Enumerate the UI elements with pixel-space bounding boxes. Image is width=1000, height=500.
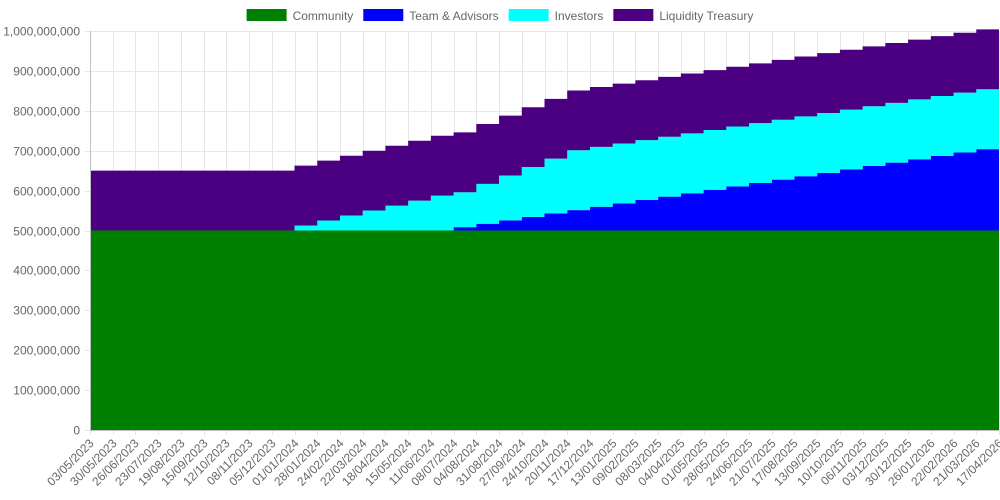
legend-label: Investors bbox=[555, 9, 604, 23]
legend-swatch bbox=[613, 9, 654, 21]
legend-item-liquidity-treasury[interactable]: Liquidity Treasury bbox=[613, 9, 753, 23]
y-tick-label: 300,000,000 bbox=[13, 304, 80, 318]
series-area-community bbox=[90, 230, 999, 430]
legend-label: Liquidity Treasury bbox=[659, 9, 753, 23]
legend-swatch bbox=[508, 9, 549, 21]
y-tick-label: 600,000,000 bbox=[13, 185, 80, 199]
y-tick-label: 700,000,000 bbox=[13, 145, 80, 159]
y-tick-label: 400,000,000 bbox=[13, 264, 80, 278]
series-area-team-advisors bbox=[90, 145, 999, 231]
y-tick-label: 800,000,000 bbox=[13, 105, 80, 119]
legend-swatch bbox=[363, 9, 404, 21]
legend-item-community[interactable]: Community bbox=[246, 9, 354, 23]
y-tick-label: 500,000,000 bbox=[13, 225, 80, 239]
legend-label: Community bbox=[293, 9, 354, 23]
series-area-liquidity-treasury bbox=[90, 26, 999, 231]
legend-item-team-advisors[interactable]: Team & Advisors bbox=[363, 9, 499, 23]
y-tick-label: 1,000,000,000 bbox=[3, 25, 80, 39]
legend-swatch bbox=[246, 9, 287, 21]
stacked-areas bbox=[90, 26, 999, 430]
legend: Community Team & Advisors Investors Liquidi… bbox=[246, 9, 753, 23]
y-tick-label: 900,000,000 bbox=[13, 65, 80, 79]
y-tick-label: 100,000,000 bbox=[13, 384, 80, 398]
y-axis: 0 100,000,000 200,000,000 300,000,000 400,00… bbox=[3, 25, 91, 438]
legend-label: Team & Advisors bbox=[409, 9, 498, 23]
y-tick-label: 200,000,000 bbox=[13, 344, 80, 358]
y-tick-label: 0 bbox=[73, 424, 80, 438]
legend-item-investors[interactable]: Investors bbox=[508, 9, 604, 23]
x-axis: 03/05/202330/05/202326/06/202323/07/2023… bbox=[44, 430, 1000, 489]
